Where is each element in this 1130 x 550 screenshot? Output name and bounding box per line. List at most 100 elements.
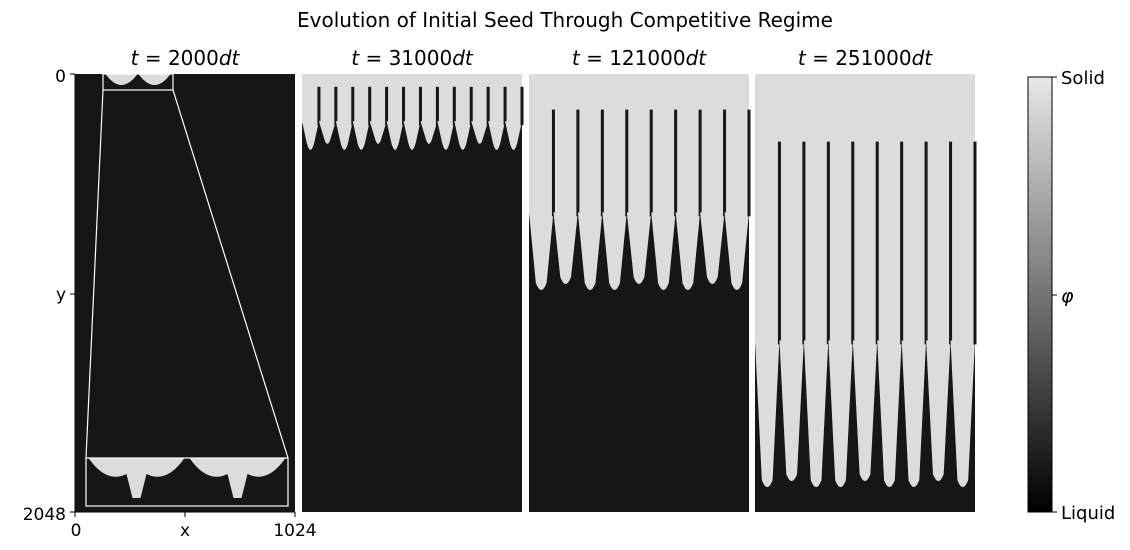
dendrite-tip [675,212,701,290]
dendrite-tip [335,121,353,150]
dendrite-tip [352,121,370,150]
x-tick-right: 1024 [273,521,316,541]
liquid-channel [747,109,751,217]
liquid-channel [503,86,507,126]
dendrite-tip [700,212,725,284]
dendrite-tip [505,121,522,150]
panel-2-title: t = 31000dt [351,46,474,70]
panel-4: t = 251000dt [755,46,977,512]
liquid-channel [698,109,702,217]
zoom-source-box [102,73,174,91]
panel-1: t = 2000dt [75,46,295,512]
dendrite-tip [852,340,878,482]
liquid-channel [418,86,422,126]
liquid-channel [486,86,490,126]
dendrite-tip [420,121,438,144]
dendrite-tip [877,340,902,488]
panel-2: t = 31000dt [302,46,524,512]
liquid-channel [385,86,389,126]
liquid-channel [625,109,629,217]
x-tick-left: 0 [71,521,82,541]
colorbar-gradient [1027,76,1053,513]
x-axis: 0 x 1024 [71,511,317,541]
dendrite-tip [577,212,603,290]
zoom-inset [88,458,286,498]
liquid-channel [924,141,928,345]
liquid-channel [368,86,372,126]
dendrite-tip [755,340,780,488]
liquid-channel [520,86,524,126]
solid-bulk [302,74,522,124]
dendrite-tip [454,121,472,150]
solid-bulk [529,74,749,215]
liquid-channel [851,141,855,345]
liquid-channel [317,86,321,126]
seed-dendrite [105,74,138,85]
panel-4-title: t = 251000dt [798,46,933,70]
dendrite-tip [369,121,387,144]
dendrite-tip [302,121,319,150]
liquid-channel [551,109,555,217]
dendrite-tip [488,121,506,150]
dendrite-tip [403,121,421,150]
panel-2-solid-region [302,74,524,150]
dendrite-tip [828,340,853,488]
liquid-channel [973,141,977,345]
dendrite-tip [529,212,554,290]
liquid-channel [402,86,406,126]
liquid-channel [576,109,580,217]
liquid-channel [674,109,678,217]
liquid-channel [649,109,653,217]
panel-1-title: t = 2000dt [131,46,241,70]
dendrite-tip [950,340,975,488]
dendrite-tip [386,121,404,150]
colorbar-label: φ [1061,285,1074,307]
liquid-channel [351,86,355,126]
panel-1-liquid-field [75,74,295,512]
inset-dendrite [88,458,185,498]
liquid-channel [777,141,781,345]
dendrite-tip [724,212,749,290]
y-axis-label: y [56,285,66,305]
liquid-channel [802,141,806,345]
dendrite-tip [651,212,676,290]
dendrite-tip [437,121,455,150]
liquid-channel [435,86,439,126]
dendrite-tip [926,340,951,482]
liquid-channel [826,141,830,345]
dendrite-tip [318,121,336,144]
panel-3-solid-region [529,74,751,290]
y-tick-top: 0 [55,67,66,87]
liquid-channel [452,86,456,126]
y-tick-bottom: 2048 [23,505,66,525]
panels: t = 2000dt t = 31000dt t = 121000dt t = 251… [75,46,977,512]
y-axis: 0 y 2048 [23,67,76,525]
zoom-line-right [172,89,289,459]
panel-1-seed [105,74,171,85]
dendrite-tip [779,340,804,482]
zoom-line-left [85,89,104,459]
colorbar: Solid φ Liquid [1027,68,1115,524]
liquid-channel [334,86,338,126]
panel-4-solid-region [755,74,977,488]
liquid-channel [723,109,727,217]
panel-3: t = 121000dt [529,46,751,512]
seed-dendrite [138,74,171,85]
dendrite-tip [471,121,489,144]
liquid-channel [600,109,604,217]
dendrite-tip [803,340,829,488]
panel-3-title: t = 121000dt [572,46,707,70]
liquid-channel [875,141,879,345]
dendrite-tip [901,340,927,488]
dendrite-tip [553,212,578,284]
liquid-channel [900,141,904,345]
dendrite-tip [626,212,652,284]
x-axis-label: x [180,521,190,541]
figure-title: Evolution of Initial Seed Through Compet… [297,8,833,32]
colorbar-top-label: Solid [1061,68,1105,89]
colorbar-bottom-label: Liquid [1061,503,1115,524]
inset-dendrite [189,458,286,498]
solid-bulk [755,74,975,343]
